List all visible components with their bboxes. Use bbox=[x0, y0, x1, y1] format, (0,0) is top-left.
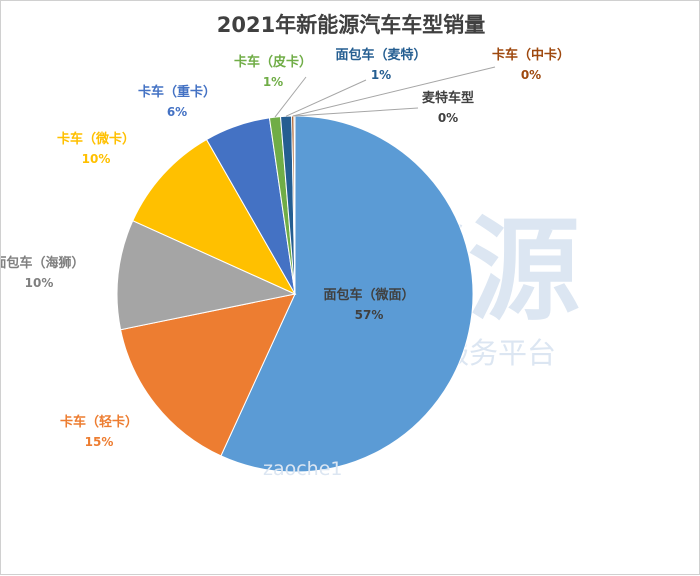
slice-percent-label: 6% bbox=[167, 105, 187, 119]
slice-percent-label: 0% bbox=[521, 68, 541, 82]
leader-line bbox=[274, 76, 307, 118]
leader-line bbox=[294, 107, 419, 117]
slice-category-label: 面包车（微面） bbox=[323, 287, 414, 303]
slice-percent-label: 1% bbox=[263, 75, 283, 89]
pie-slice bbox=[120, 293, 296, 457]
pie-slices bbox=[116, 115, 474, 473]
slice-category-label: 麦特车型 bbox=[422, 90, 474, 106]
slice-percent-label: 1% bbox=[371, 68, 391, 82]
slice-percent-label: 10% bbox=[82, 152, 111, 166]
pie-slice bbox=[132, 138, 297, 296]
watermark-url: zaoche1 bbox=[263, 458, 343, 480]
pie-slice bbox=[116, 220, 297, 331]
slice-percent-label: 57% bbox=[355, 308, 384, 322]
slice-category-label: 卡车（微卡） bbox=[57, 131, 135, 147]
leader-lines bbox=[274, 66, 496, 118]
slice-percent-label: 10% bbox=[25, 276, 54, 290]
chart-title: 2021年新能源汽车车型销量 bbox=[216, 13, 486, 37]
slice-category-label: 卡车（重卡） bbox=[138, 84, 216, 100]
slice-category-label: 面包车（海狮） bbox=[1, 255, 85, 271]
pie-slice bbox=[220, 115, 474, 473]
slice-category-label: 卡车（中卡） bbox=[492, 47, 570, 63]
slice-category-label: 卡车（轻卡） bbox=[60, 414, 138, 430]
slice-percent-label: 0% bbox=[438, 111, 458, 125]
data-labels: 面包车（微面） 57% 卡车（轻卡） 15% 面包车（海狮） 10% 卡车（微卡） 10% 卡车… bbox=[1, 47, 570, 449]
slice-percent-label: 15% bbox=[85, 435, 114, 449]
slice-category-label: 面包车（麦特） bbox=[335, 47, 426, 63]
leader-line bbox=[285, 79, 367, 117]
leader-line bbox=[292, 66, 496, 117]
slice-category-label: 卡车（皮卡） bbox=[234, 54, 312, 70]
